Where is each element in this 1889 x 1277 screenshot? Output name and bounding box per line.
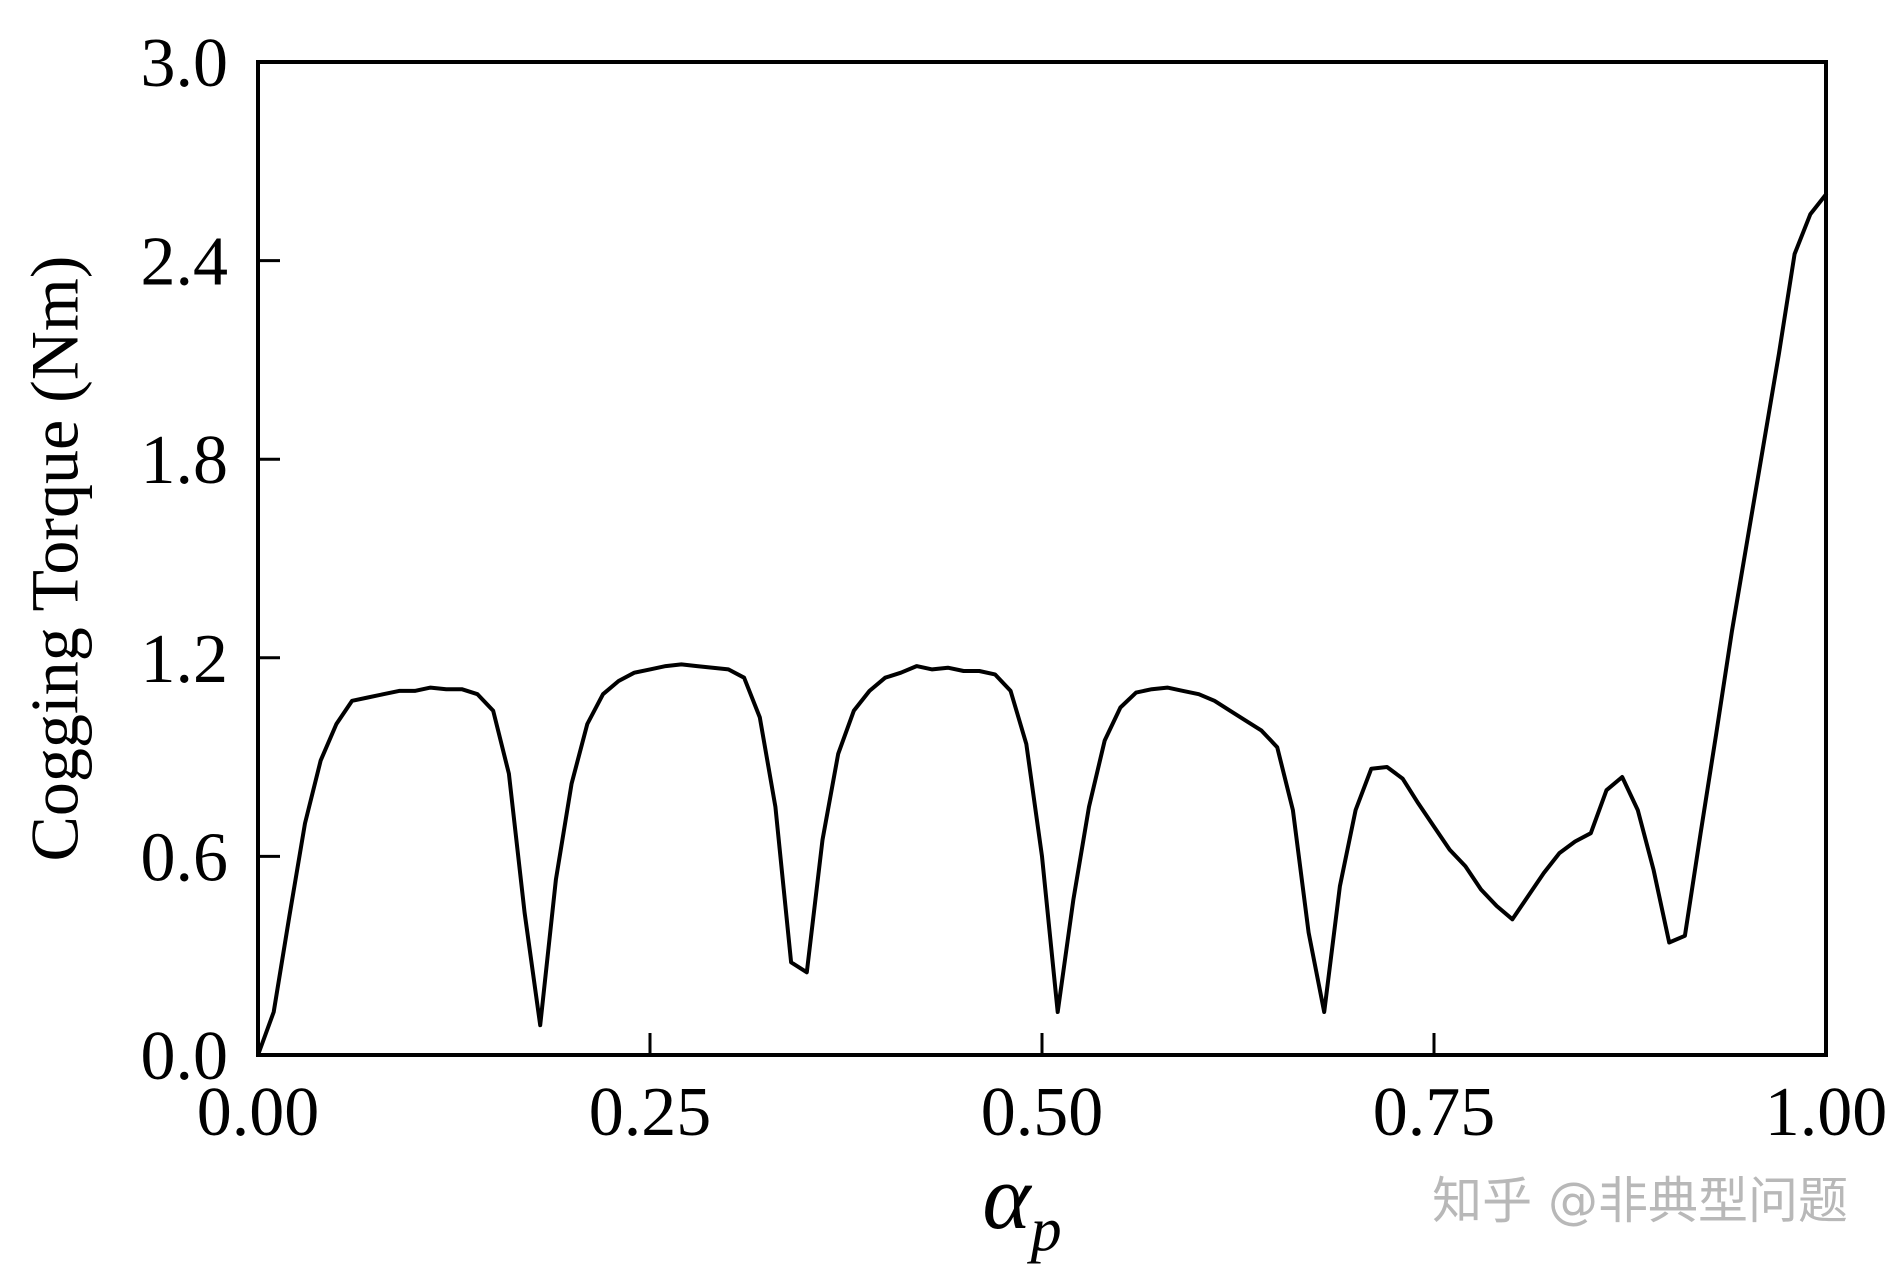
- x-axis-label-symbol: α: [982, 1146, 1032, 1248]
- x-tick-label: 0.50: [981, 1074, 1104, 1151]
- x-axis-label: αp: [982, 1146, 1061, 1264]
- series-line-cogging-torque: [256, 192, 1828, 1057]
- y-tick-label: 1.8: [141, 422, 229, 499]
- y-axis-label: Cogging Torque (Nm): [17, 256, 93, 862]
- ticks-layer: [256, 60, 1828, 1057]
- x-tick-label: 0.75: [1373, 1074, 1496, 1151]
- y-tick-label: 2.4: [141, 224, 229, 301]
- y-tick-labels: 0.0 0.6 1.2 1.8 2.4 3.0: [141, 25, 229, 1095]
- x-axis-label-subscript: p: [1027, 1196, 1062, 1264]
- x-tick-label: 1.00: [1765, 1074, 1888, 1151]
- plot-area-frame: [256, 60, 1828, 1057]
- y-tick-label: 0.6: [141, 819, 229, 896]
- y-tick-label: 1.2: [141, 621, 229, 698]
- x-tick-labels: 0.00 0.25 0.50 0.75 1.00: [197, 1074, 1888, 1151]
- y-tick-label: 0.0: [141, 1018, 229, 1095]
- x-tick-label: 0.00: [197, 1074, 320, 1151]
- y-tick-label: 3.0: [141, 25, 229, 102]
- watermark: 知乎 @非典型问题: [1432, 1172, 1848, 1230]
- x-tick-label: 0.25: [589, 1074, 712, 1151]
